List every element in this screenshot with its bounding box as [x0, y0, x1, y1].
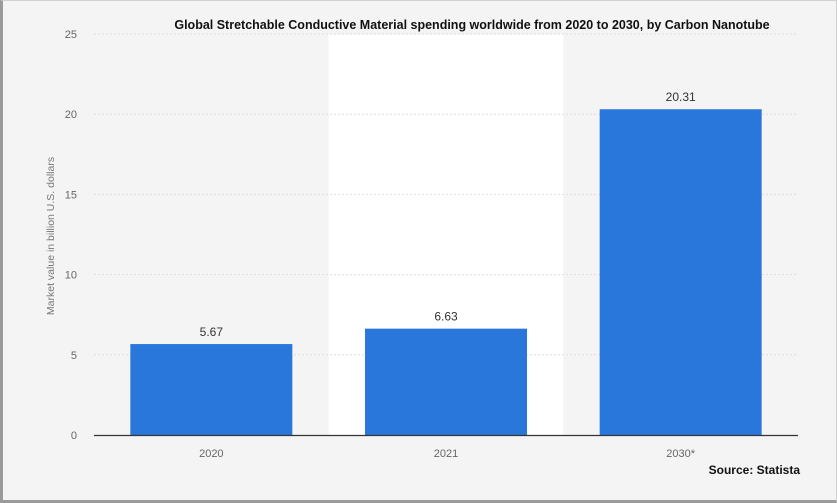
data-labels: 5.67 6.63 20.31	[200, 90, 696, 339]
y-tick-label: 25	[65, 29, 77, 41]
bar	[599, 109, 762, 435]
y-tick-label: 20	[65, 109, 77, 121]
y-tick-label: 10	[65, 270, 77, 282]
bar	[365, 328, 527, 435]
chart-title: Global Stretchable Conductive Material s…	[174, 18, 769, 32]
bar	[130, 344, 293, 435]
x-tick-label: 2021	[434, 448, 458, 460]
y-tick-label: 15	[65, 189, 77, 201]
bar-chart: 0 5 10 15 20 25 5.67 6.63 20.31 2020 2021 2030* G…	[45, 18, 801, 477]
x-tick-label: 2020	[199, 448, 223, 460]
y-axis-title: Market value in billion U.S. dollars	[45, 157, 57, 315]
x-tick-labels: 2020 2021 2030*	[199, 448, 696, 460]
source-label: Source: Statista	[709, 463, 801, 477]
y-tick-label: 5	[71, 350, 77, 362]
y-tick-label: 0	[71, 430, 77, 442]
bar-value-label: 5.67	[200, 325, 224, 339]
y-tick-labels: 0 5 10 15 20 25	[65, 29, 77, 442]
x-tick-label: 2030*	[666, 448, 695, 460]
bars	[130, 109, 762, 435]
bar-value-label: 20.31	[666, 90, 696, 104]
bar-value-label: 6.63	[434, 310, 458, 324]
